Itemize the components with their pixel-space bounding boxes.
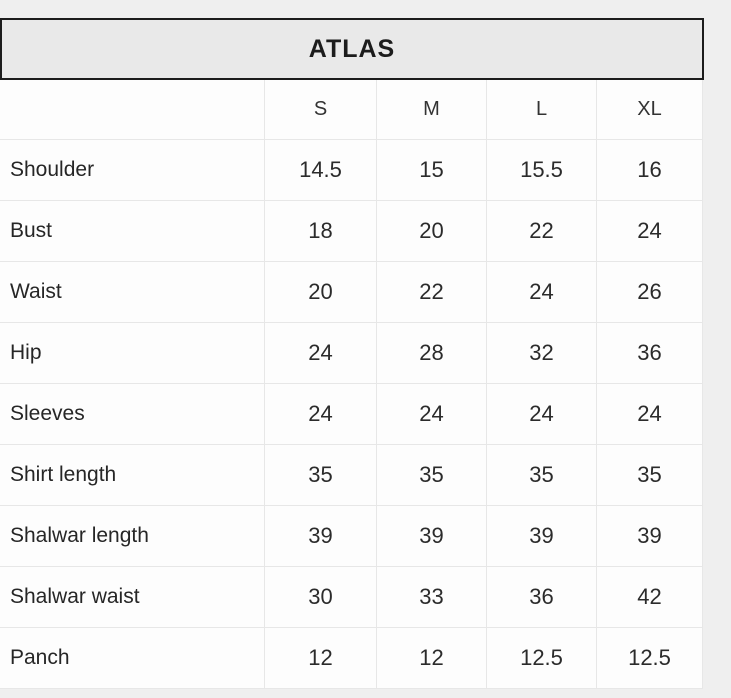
cell-shalwar-length-s: 39 [265,506,377,567]
column-header-xl: XL [597,80,703,140]
column-header-l: L [487,80,597,140]
row-label-shirt-length: Shirt length [0,445,265,506]
cell-waist-m: 22 [377,262,487,323]
cell-shirt-length-l: 35 [487,445,597,506]
cell-shalwar-length-m: 39 [377,506,487,567]
row-label-shalwar-waist: Shalwar waist [0,567,265,628]
size-table: S M L XL Shoulder 14.5 15 15.5 16 Bust 1… [0,80,703,689]
cell-shirt-length-m: 35 [377,445,487,506]
cell-bust-xl: 24 [597,201,703,262]
cell-waist-s: 20 [265,262,377,323]
cell-shirt-length-xl: 35 [597,445,703,506]
cell-bust-l: 22 [487,201,597,262]
cell-sleeves-l: 24 [487,384,597,445]
row-label-shalwar-length: Shalwar length [0,506,265,567]
cell-waist-xl: 26 [597,262,703,323]
cell-sleeves-xl: 24 [597,384,703,445]
cell-hip-xl: 36 [597,323,703,384]
cell-panch-xl: 12.5 [597,628,703,689]
cell-hip-m: 28 [377,323,487,384]
cell-panch-l: 12.5 [487,628,597,689]
table-corner-cell [0,80,265,140]
cell-shalwar-waist-s: 30 [265,567,377,628]
column-header-s: S [265,80,377,140]
cell-sleeves-s: 24 [265,384,377,445]
cell-sleeves-m: 24 [377,384,487,445]
row-label-sleeves: Sleeves [0,384,265,445]
cell-shalwar-waist-xl: 42 [597,567,703,628]
cell-panch-m: 12 [377,628,487,689]
cell-panch-s: 12 [265,628,377,689]
chart-title-bar: ATLAS [0,18,704,80]
cell-shalwar-waist-m: 33 [377,567,487,628]
row-label-hip: Hip [0,323,265,384]
chart-title: ATLAS [308,34,396,63]
cell-bust-s: 18 [265,201,377,262]
cell-bust-m: 20 [377,201,487,262]
cell-hip-l: 32 [487,323,597,384]
row-label-waist: Waist [0,262,265,323]
cell-hip-s: 24 [265,323,377,384]
cell-shalwar-waist-l: 36 [487,567,597,628]
cell-shalwar-length-xl: 39 [597,506,703,567]
cell-shoulder-s: 14.5 [265,140,377,201]
column-header-m: M [377,80,487,140]
cell-waist-l: 24 [487,262,597,323]
row-label-bust: Bust [0,201,265,262]
cell-shirt-length-s: 35 [265,445,377,506]
cell-shoulder-l: 15.5 [487,140,597,201]
cell-shoulder-xl: 16 [597,140,703,201]
row-label-panch: Panch [0,628,265,689]
row-label-shoulder: Shoulder [0,140,265,201]
cell-shalwar-length-l: 39 [487,506,597,567]
cell-shoulder-m: 15 [377,140,487,201]
